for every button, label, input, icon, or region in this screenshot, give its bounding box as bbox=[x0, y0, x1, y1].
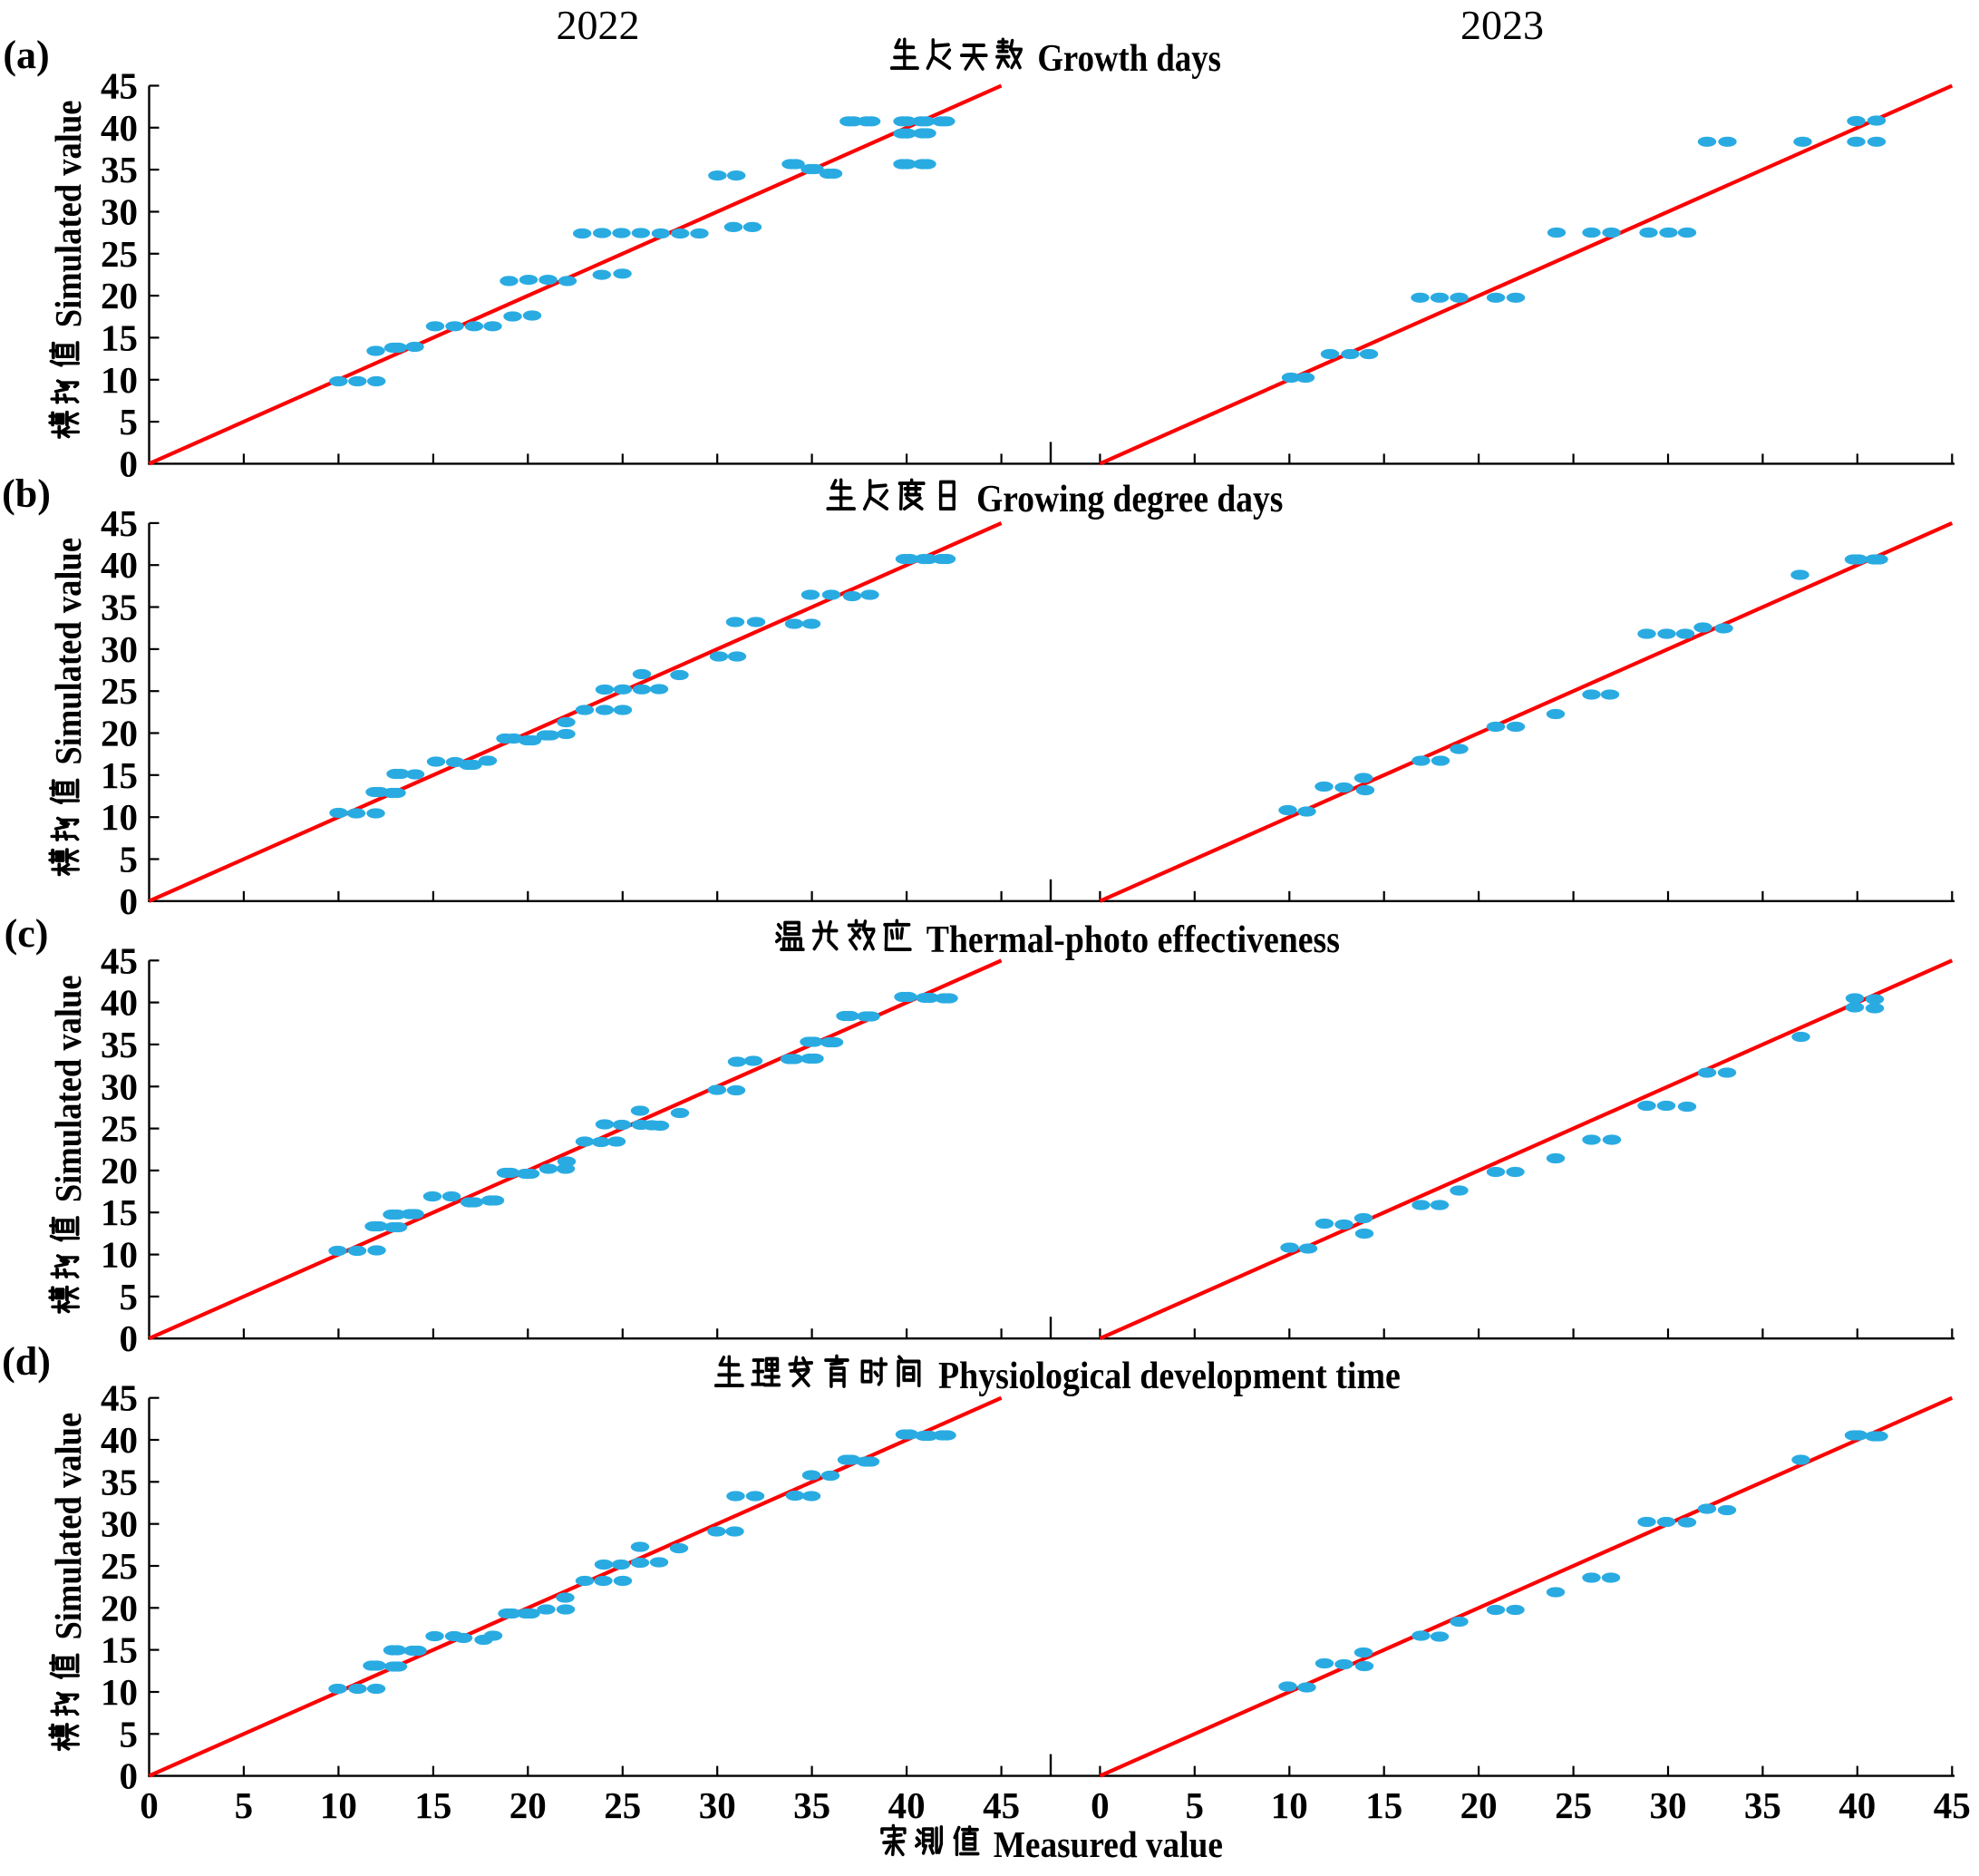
svg-text:0: 0 bbox=[120, 1755, 139, 1797]
svg-text:45: 45 bbox=[101, 65, 138, 107]
svg-text:Simulated value: Simulated value bbox=[48, 538, 89, 773]
svg-text:25: 25 bbox=[101, 670, 138, 712]
svg-text:(d): (d) bbox=[2, 1339, 51, 1384]
svg-text:30: 30 bbox=[101, 1065, 138, 1107]
svg-text:30: 30 bbox=[101, 1503, 138, 1545]
svg-text:20: 20 bbox=[101, 713, 138, 754]
svg-text:Growing degree days: Growing degree days bbox=[968, 478, 1284, 520]
svg-text:30: 30 bbox=[101, 191, 138, 233]
svg-text:20: 20 bbox=[509, 1784, 547, 1826]
svg-text:40: 40 bbox=[1838, 1784, 1876, 1826]
svg-text:45: 45 bbox=[983, 1784, 1020, 1826]
svg-text:Simulated value: Simulated value bbox=[48, 975, 89, 1210]
svg-text:Physiological development time: Physiological development time bbox=[929, 1354, 1400, 1396]
svg-text:35: 35 bbox=[101, 587, 138, 628]
svg-text:35: 35 bbox=[101, 1461, 138, 1502]
svg-text:20: 20 bbox=[101, 1150, 138, 1191]
svg-text:0: 0 bbox=[120, 442, 139, 484]
svg-text:10: 10 bbox=[1271, 1784, 1308, 1826]
svg-text:35: 35 bbox=[793, 1784, 830, 1826]
svg-text:Thermal-photo effectiveness: Thermal-photo effectiveness bbox=[917, 918, 1340, 960]
svg-text:(c): (c) bbox=[5, 911, 49, 956]
svg-text:10: 10 bbox=[320, 1784, 357, 1826]
svg-text:0: 0 bbox=[1091, 1784, 1110, 1826]
svg-text:15: 15 bbox=[414, 1784, 451, 1826]
svg-text:40: 40 bbox=[101, 544, 138, 586]
svg-text:35: 35 bbox=[101, 149, 138, 190]
svg-text:5: 5 bbox=[1186, 1784, 1205, 1826]
svg-text:5: 5 bbox=[120, 401, 139, 442]
svg-text:10: 10 bbox=[101, 359, 138, 401]
svg-text:20: 20 bbox=[1460, 1784, 1498, 1826]
svg-text:15: 15 bbox=[1365, 1784, 1402, 1826]
svg-text:40: 40 bbox=[101, 1419, 138, 1461]
svg-text:20: 20 bbox=[101, 1587, 138, 1628]
svg-text:35: 35 bbox=[1744, 1784, 1781, 1826]
svg-text:0: 0 bbox=[120, 1317, 139, 1359]
svg-text:(b): (b) bbox=[2, 471, 51, 516]
svg-text:2023: 2023 bbox=[1460, 2, 1544, 48]
svg-text:45: 45 bbox=[101, 939, 138, 981]
svg-text:30: 30 bbox=[101, 628, 138, 670]
svg-text:Growth days: Growth days bbox=[1029, 37, 1221, 80]
svg-text:45: 45 bbox=[101, 502, 138, 544]
svg-text:45: 45 bbox=[101, 1377, 138, 1419]
svg-text:30: 30 bbox=[1650, 1784, 1687, 1826]
svg-text:35: 35 bbox=[101, 1024, 138, 1065]
svg-text:25: 25 bbox=[101, 1545, 138, 1587]
svg-text:2022: 2022 bbox=[557, 2, 640, 48]
svg-text:40: 40 bbox=[888, 1784, 926, 1826]
svg-text:15: 15 bbox=[101, 1191, 138, 1233]
svg-text:20: 20 bbox=[101, 275, 138, 316]
svg-text:5: 5 bbox=[120, 839, 139, 880]
svg-text:10: 10 bbox=[101, 1234, 138, 1276]
svg-text:25: 25 bbox=[1555, 1784, 1592, 1826]
svg-text:40: 40 bbox=[101, 107, 138, 149]
svg-text:15: 15 bbox=[101, 1629, 138, 1671]
svg-text:Measured value: Measured value bbox=[985, 1824, 1222, 1865]
svg-text:25: 25 bbox=[604, 1784, 641, 1826]
svg-text:5: 5 bbox=[120, 1276, 139, 1317]
svg-text:Simulated value: Simulated value bbox=[48, 100, 89, 335]
svg-text:10: 10 bbox=[101, 796, 138, 838]
svg-text:5: 5 bbox=[235, 1784, 254, 1826]
svg-text:45: 45 bbox=[1934, 1784, 1971, 1826]
svg-text:40: 40 bbox=[101, 982, 138, 1024]
svg-text:25: 25 bbox=[101, 233, 138, 275]
svg-text:30: 30 bbox=[699, 1784, 736, 1826]
svg-text:Simulated value: Simulated value bbox=[48, 1413, 89, 1648]
svg-text:0: 0 bbox=[120, 880, 139, 922]
svg-text:15: 15 bbox=[101, 316, 138, 358]
svg-text:10: 10 bbox=[101, 1671, 138, 1713]
svg-text:5: 5 bbox=[120, 1713, 139, 1754]
svg-text:(a): (a) bbox=[3, 33, 49, 77]
svg-text:0: 0 bbox=[140, 1784, 159, 1826]
svg-text:15: 15 bbox=[101, 754, 138, 796]
svg-text:25: 25 bbox=[101, 1108, 138, 1150]
